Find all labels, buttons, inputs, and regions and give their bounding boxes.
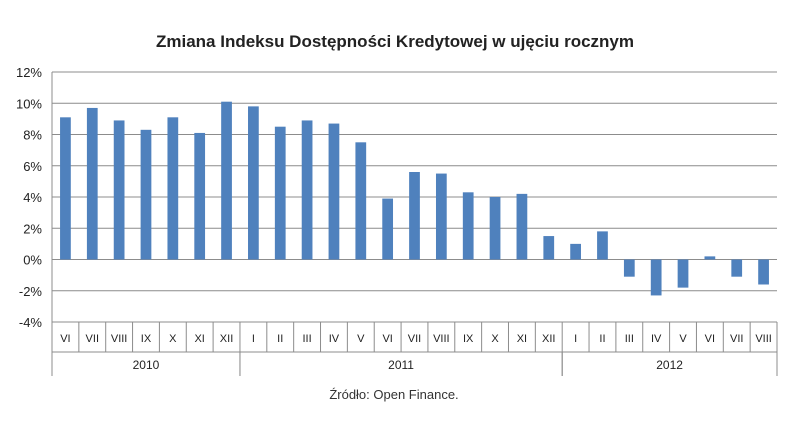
x-tick-label: IV	[329, 333, 340, 345]
year-label: 2012	[656, 358, 683, 372]
y-tick-label: 6%	[23, 159, 42, 174]
x-tick-label: VI	[382, 333, 392, 345]
chart-title: Zmiana Indeksu Dostępności Kredytowej w …	[156, 32, 634, 51]
y-tick-label: 10%	[16, 96, 42, 111]
bar	[516, 193, 528, 260]
bar	[221, 101, 232, 260]
x-tick-label: II	[599, 333, 605, 345]
y-tick-label: 12%	[16, 65, 42, 80]
x-tick-label: IX	[141, 333, 152, 345]
x-tick-label: XI	[194, 333, 204, 345]
y-tick-label: -2%	[19, 284, 43, 299]
x-tick-label: V	[679, 333, 687, 345]
x-tick-label: II	[277, 333, 283, 345]
bar	[60, 117, 71, 260]
bar	[274, 126, 286, 260]
source-note: Źródło: Open Finance.	[329, 387, 459, 402]
x-tick-label: I	[252, 333, 255, 345]
bar	[86, 107, 98, 260]
bar	[328, 123, 340, 260]
bar	[731, 259, 743, 277]
bar	[355, 142, 367, 260]
x-tick-label: III	[303, 333, 312, 345]
x-tick-label: X	[491, 333, 499, 345]
y-tick-label: 2%	[23, 221, 42, 236]
x-tick-label: VIII	[111, 333, 128, 345]
x-tick-label: III	[625, 333, 634, 345]
bar	[677, 259, 689, 288]
bar	[435, 173, 447, 260]
y-axis-ticks: 12% 10% 8% 6% 4% 2% 0% -2% -4%	[16, 65, 42, 330]
bar	[650, 259, 662, 296]
year-label: 2011	[388, 358, 414, 372]
x-tick-label: VI	[705, 333, 715, 345]
bar	[409, 172, 420, 260]
bar	[248, 106, 259, 260]
year-label: 2010	[133, 358, 160, 372]
bar	[301, 120, 313, 260]
x-tick-label: VII	[86, 333, 99, 345]
bar	[489, 197, 501, 260]
bar	[704, 256, 716, 260]
x-tick-label: I	[574, 333, 577, 345]
x-tick-label: VIII	[755, 333, 772, 345]
bar	[462, 192, 474, 260]
bar	[382, 198, 394, 260]
bars	[60, 101, 769, 296]
x-tick-label: XI	[517, 333, 527, 345]
x-tick-label: VII	[408, 333, 421, 345]
bar	[194, 132, 206, 260]
x-tick-label: VIII	[433, 333, 450, 345]
bar	[570, 243, 581, 260]
bar	[758, 259, 769, 285]
y-tick-label: 8%	[23, 128, 42, 143]
bar	[113, 120, 125, 260]
x-tick-label: V	[357, 333, 365, 345]
x-tick-label: XII	[220, 333, 233, 345]
x-tick-label: X	[169, 333, 177, 345]
x-tick-label: IV	[651, 333, 662, 345]
x-tick-label: VI	[60, 333, 70, 345]
x-tick-label: VII	[730, 333, 743, 345]
y-tick-label: 0%	[23, 253, 42, 268]
bar	[167, 117, 179, 260]
x-axis: VI VII VIII IX X XI XII I II III IV V VI VII VIII IX X XI…	[51, 322, 778, 376]
y-tick-label: -4%	[19, 315, 43, 330]
y-tick-label: 4%	[23, 190, 42, 205]
bar	[597, 231, 608, 260]
bar	[543, 236, 555, 260]
x-tick-label: XII	[542, 333, 555, 345]
bar	[623, 259, 635, 277]
bar	[140, 129, 152, 260]
x-tick-label: IX	[463, 333, 474, 345]
